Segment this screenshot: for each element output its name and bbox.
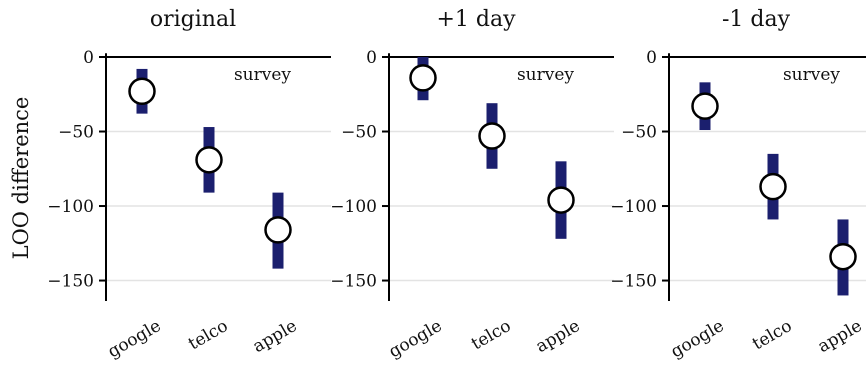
point-marker-google	[128, 77, 156, 106]
reference-label: survey	[517, 65, 574, 85]
panel-title: +1 day	[436, 7, 516, 32]
category-label-apple: apple	[249, 316, 300, 357]
y-tick-label: −50	[621, 123, 657, 143]
reference-label: survey	[234, 65, 291, 85]
panel-title: -1 day	[722, 7, 791, 32]
y-axis-label: LOO difference	[9, 97, 33, 260]
point-marker-apple	[547, 186, 575, 214]
y-tick-label: −50	[341, 123, 377, 143]
category-label-telco: telco	[185, 316, 231, 354]
panel-minus-1-day: survey 0 −50 −100 −150 -1 day google telco apple	[610, 7, 866, 362]
point-marker-google	[691, 92, 719, 120]
point-marker-apple	[829, 242, 857, 271]
point-marker-apple	[264, 216, 292, 244]
category-label-google: google	[386, 316, 446, 362]
y-tick-label: 0	[646, 48, 657, 68]
y-tick-label: −150	[47, 272, 94, 292]
category-label-telco: telco	[749, 316, 795, 354]
y-tick-label: −50	[58, 123, 94, 143]
point-marker-telco	[759, 172, 787, 201]
y-tick-label: −100	[610, 197, 657, 217]
reference-label: survey	[783, 65, 840, 85]
panel-title: original	[150, 7, 236, 32]
y-tick-label: 0	[83, 48, 94, 68]
y-tick-label: −100	[47, 197, 94, 217]
category-label-apple: apple	[532, 316, 583, 357]
panel-original: survey 0 −50 −100 −150 original google telco app…	[47, 7, 331, 362]
y-tick-label: −150	[610, 272, 657, 292]
category-label-telco: telco	[468, 316, 514, 354]
point-marker-telco	[195, 146, 223, 174]
category-label-apple: apple	[814, 316, 865, 357]
y-tick-label: −100	[330, 197, 377, 217]
y-tick-label: 0	[366, 48, 377, 68]
point-marker-telco	[478, 122, 506, 150]
y-tick-label: −150	[330, 272, 377, 292]
category-label-google: google	[668, 316, 728, 362]
category-label-google: google	[105, 316, 165, 362]
panel-plus-1-day: survey 0 −50 −100 −150 +1 day google telco apple	[330, 7, 614, 362]
point-marker-google	[409, 64, 437, 92]
